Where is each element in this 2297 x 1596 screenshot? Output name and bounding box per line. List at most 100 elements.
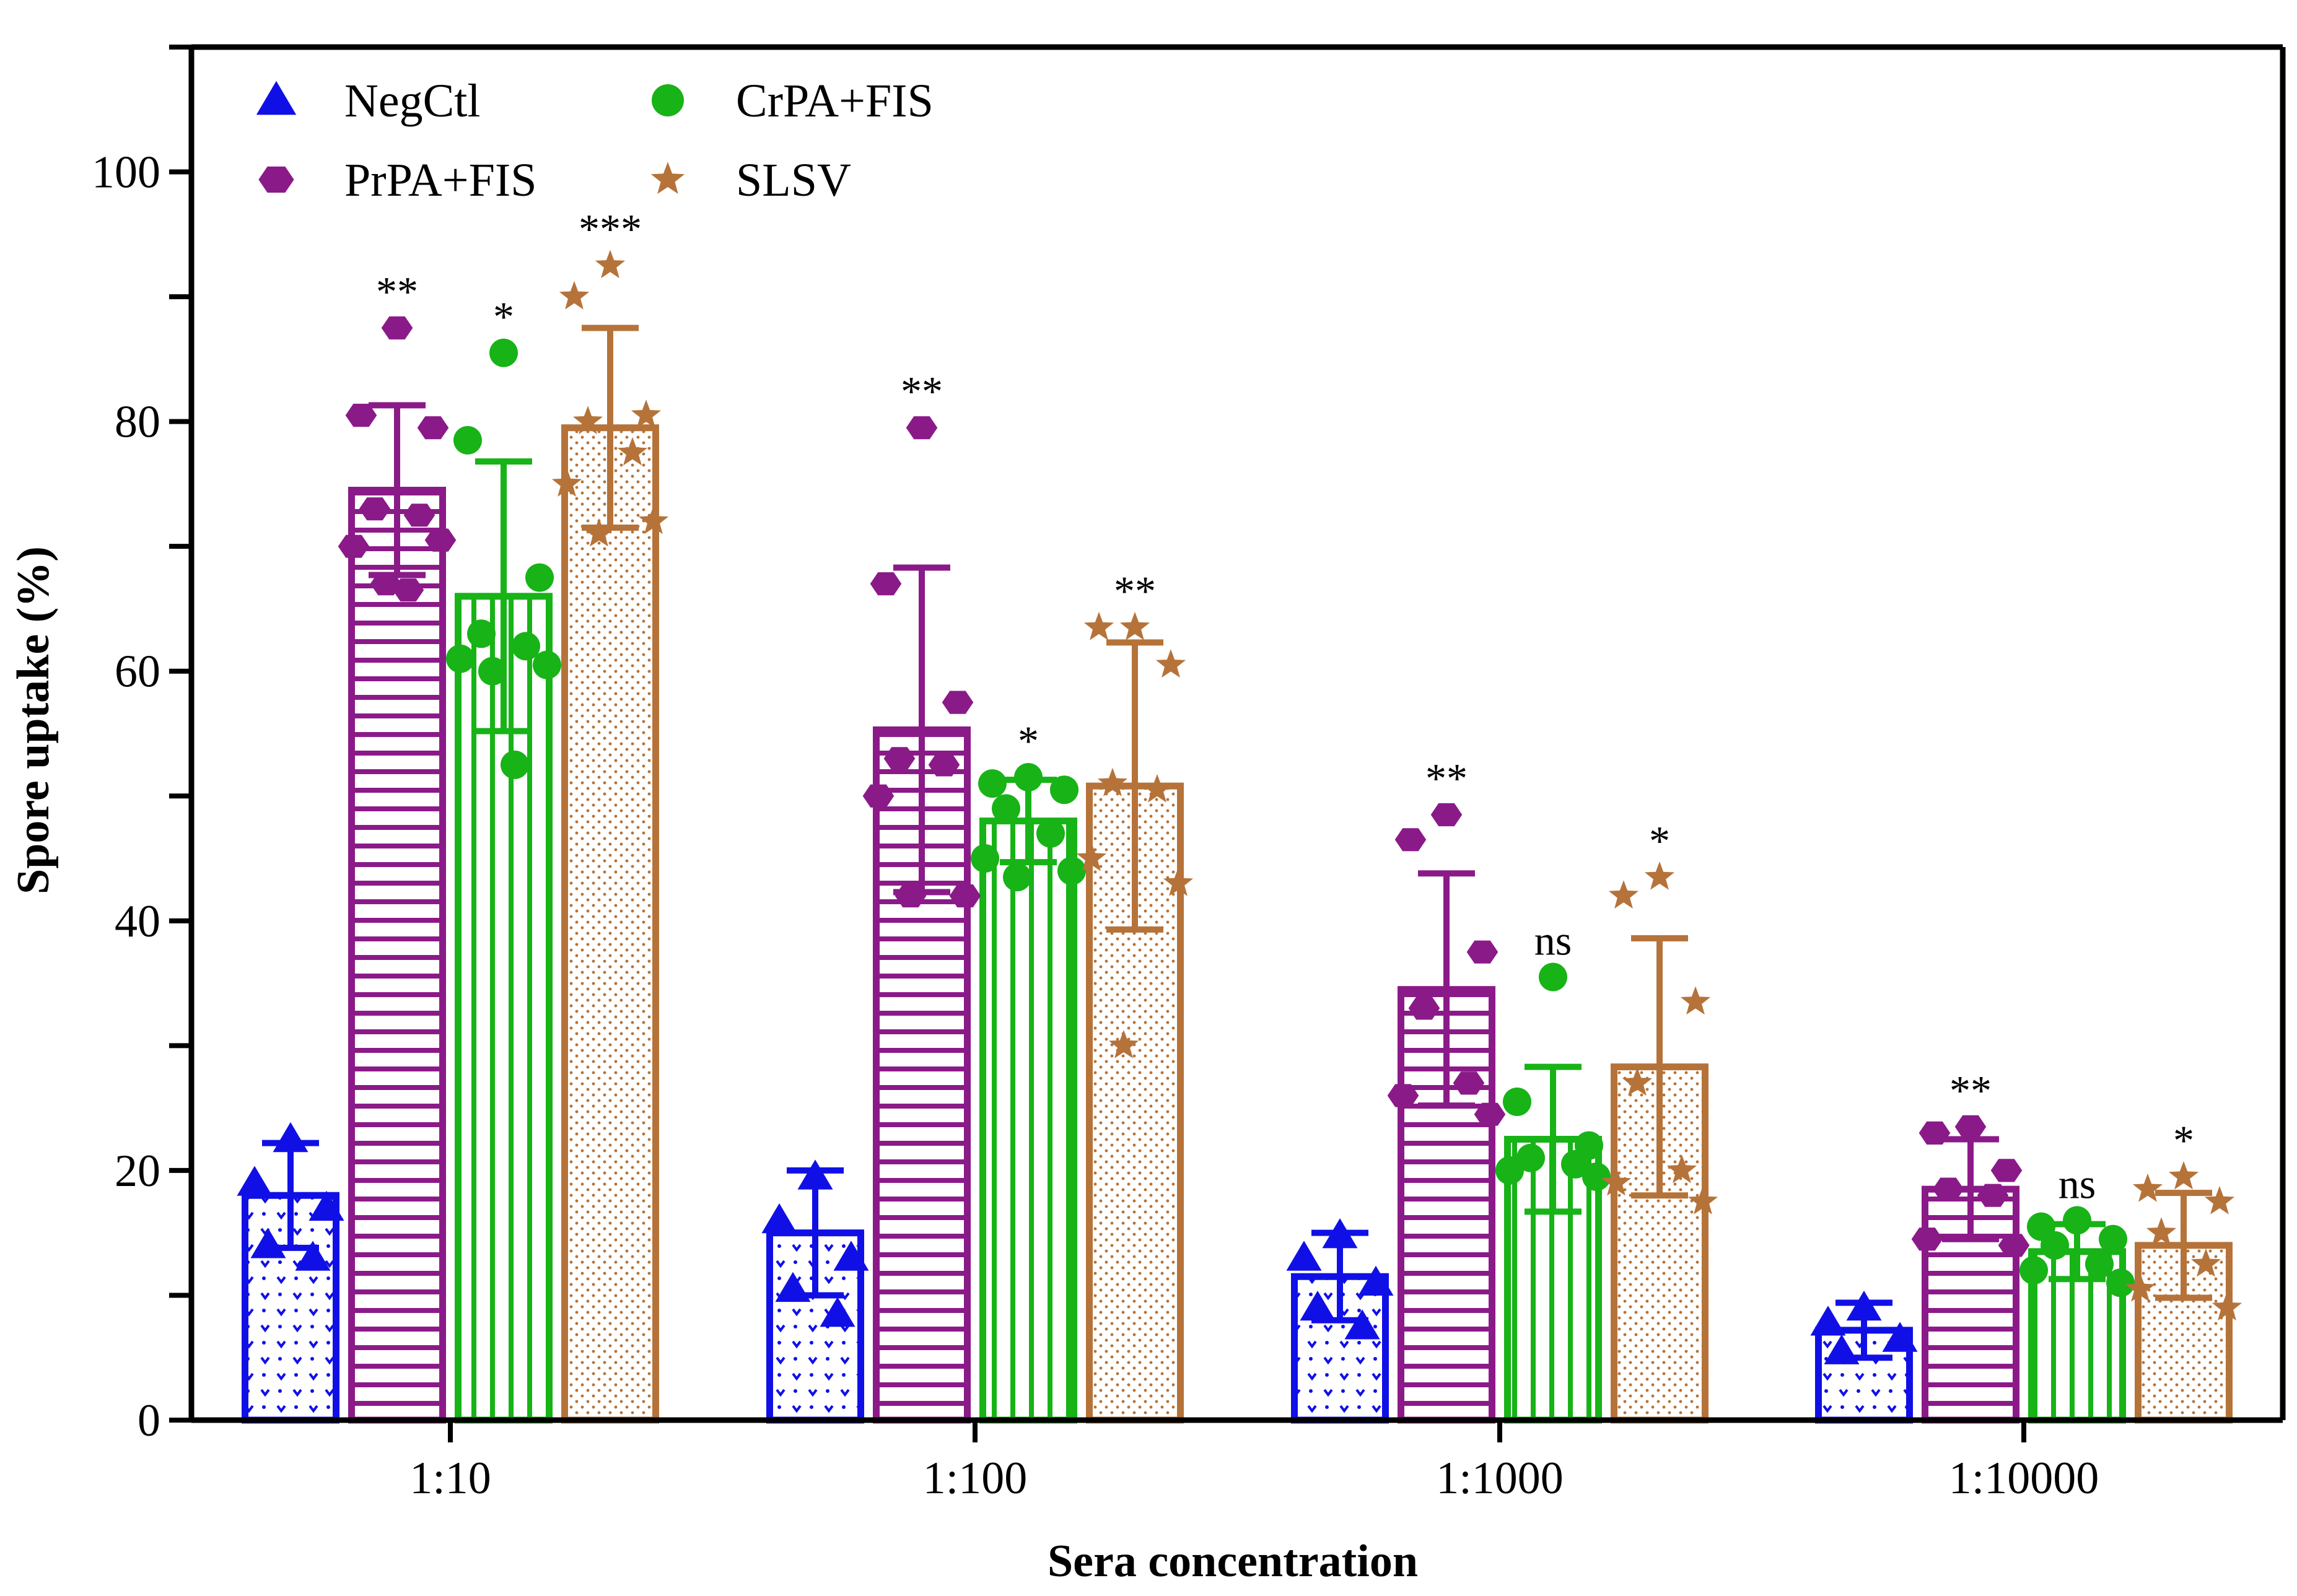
data-point: [2063, 1206, 2091, 1235]
bar: [979, 818, 1077, 1424]
data-point: [942, 691, 974, 714]
legend-marker: [256, 81, 297, 115]
legend-marker: [258, 166, 294, 193]
data-point: [295, 1241, 331, 1271]
data-point: [595, 250, 626, 279]
significance-label: **: [1425, 755, 1468, 802]
legend-label: PrPA+FIS: [344, 154, 536, 206]
legend-item: PrPA+FIS: [258, 154, 536, 206]
x-tick-label: 1:100: [923, 1453, 1028, 1504]
data-point: [1155, 649, 1186, 678]
data-point: [2168, 1161, 2199, 1190]
data-point: [512, 632, 540, 661]
legend-label: CrPA+FIS: [736, 75, 934, 127]
data-point: [417, 416, 449, 440]
data-point: [761, 1203, 797, 1234]
data-point: [2106, 1268, 2135, 1297]
data-point: [2041, 1231, 2069, 1260]
data-point: [533, 650, 561, 679]
significance-label: *: [493, 293, 514, 340]
data-point: [1539, 962, 1567, 992]
legend-label: SLSV: [736, 154, 851, 206]
data-point: [631, 399, 662, 428]
y-tick-label: 80: [115, 397, 160, 448]
data-point: [1322, 1218, 1358, 1249]
data-point: [895, 884, 927, 908]
data-point: [1998, 1234, 2030, 1257]
data-point: [862, 784, 895, 808]
data-point: [1083, 611, 1114, 640]
data-point: [1003, 863, 1031, 892]
significance-label: *: [2173, 1117, 2194, 1164]
data-point: [1300, 1291, 1336, 1321]
data-point: [1057, 857, 1086, 886]
y-tick-label: 40: [115, 896, 160, 947]
data-point: [617, 437, 648, 466]
data-point: [928, 753, 960, 777]
data-point: [2085, 1250, 2114, 1279]
data-point: [1561, 1149, 1590, 1179]
data-point: [1503, 1088, 1531, 1117]
data-point: [1882, 1322, 1918, 1352]
data-point: [1119, 611, 1150, 640]
significance-label: *: [1649, 817, 1670, 864]
data-point: [1344, 1309, 1380, 1340]
data-point: [446, 644, 475, 673]
data-point: [1582, 1162, 1611, 1191]
data-point: [2146, 1217, 2177, 1246]
legend-item: SLSV: [650, 154, 851, 206]
y-tick-label: 20: [115, 1146, 160, 1197]
data-point: [820, 1297, 855, 1327]
data-point: [1601, 1167, 1632, 1196]
data-point: [1394, 828, 1427, 852]
data-point: [2125, 1273, 2156, 1302]
data-point: [345, 403, 377, 427]
y-tick-label: 60: [115, 647, 160, 697]
data-point: [453, 425, 482, 455]
significance-label: ***: [579, 206, 642, 253]
data-point: [572, 406, 603, 435]
data-point: [883, 747, 916, 770]
legend-marker: [650, 162, 685, 194]
data-point: [1608, 880, 1639, 909]
data-point: [1286, 1241, 1322, 1271]
data-point: [250, 1228, 286, 1258]
data-points-layer: [237, 250, 2242, 1364]
data-point: [1142, 774, 1173, 803]
data-point: [1932, 1177, 1964, 1201]
x-tick-label: 1:1000: [1436, 1453, 1564, 1504]
data-point: [489, 338, 518, 367]
data-point: [992, 794, 1020, 823]
data-point: [478, 656, 507, 686]
data-point: [1036, 819, 1065, 848]
data-point: [1430, 803, 1463, 827]
data-point: [1358, 1265, 1394, 1296]
data-point: [424, 528, 457, 552]
significance-label: ns: [1534, 917, 1572, 964]
legend-item: NegCtl: [256, 75, 481, 127]
data-point: [2019, 1256, 2048, 1285]
data-point: [2099, 1224, 2127, 1254]
data-point: [338, 534, 370, 558]
data-point: [1408, 996, 1440, 1020]
data-point: [1990, 1159, 2023, 1182]
data-point: [1516, 1143, 1545, 1172]
data-point: [971, 844, 999, 873]
legend-label: NegCtl: [344, 75, 481, 127]
data-point: [1014, 763, 1043, 792]
significance-label: **: [901, 368, 943, 415]
data-point: [1076, 842, 1107, 871]
y-axis-title: Spore uptake (%): [8, 546, 59, 894]
data-point: [1824, 1334, 1860, 1364]
data-point: [525, 563, 554, 592]
data-point: [2212, 1292, 2242, 1321]
data-point: [1108, 1030, 1139, 1058]
significance-layer: *************ns***ns*: [376, 206, 2194, 1208]
data-point: [237, 1166, 273, 1196]
data-point: [359, 497, 391, 521]
error-bars-layer: [262, 325, 2212, 1361]
data-point: [949, 884, 981, 908]
data-point: [584, 518, 615, 547]
data-point: [1474, 1102, 1506, 1126]
y-tick-label: 0: [138, 1395, 160, 1446]
